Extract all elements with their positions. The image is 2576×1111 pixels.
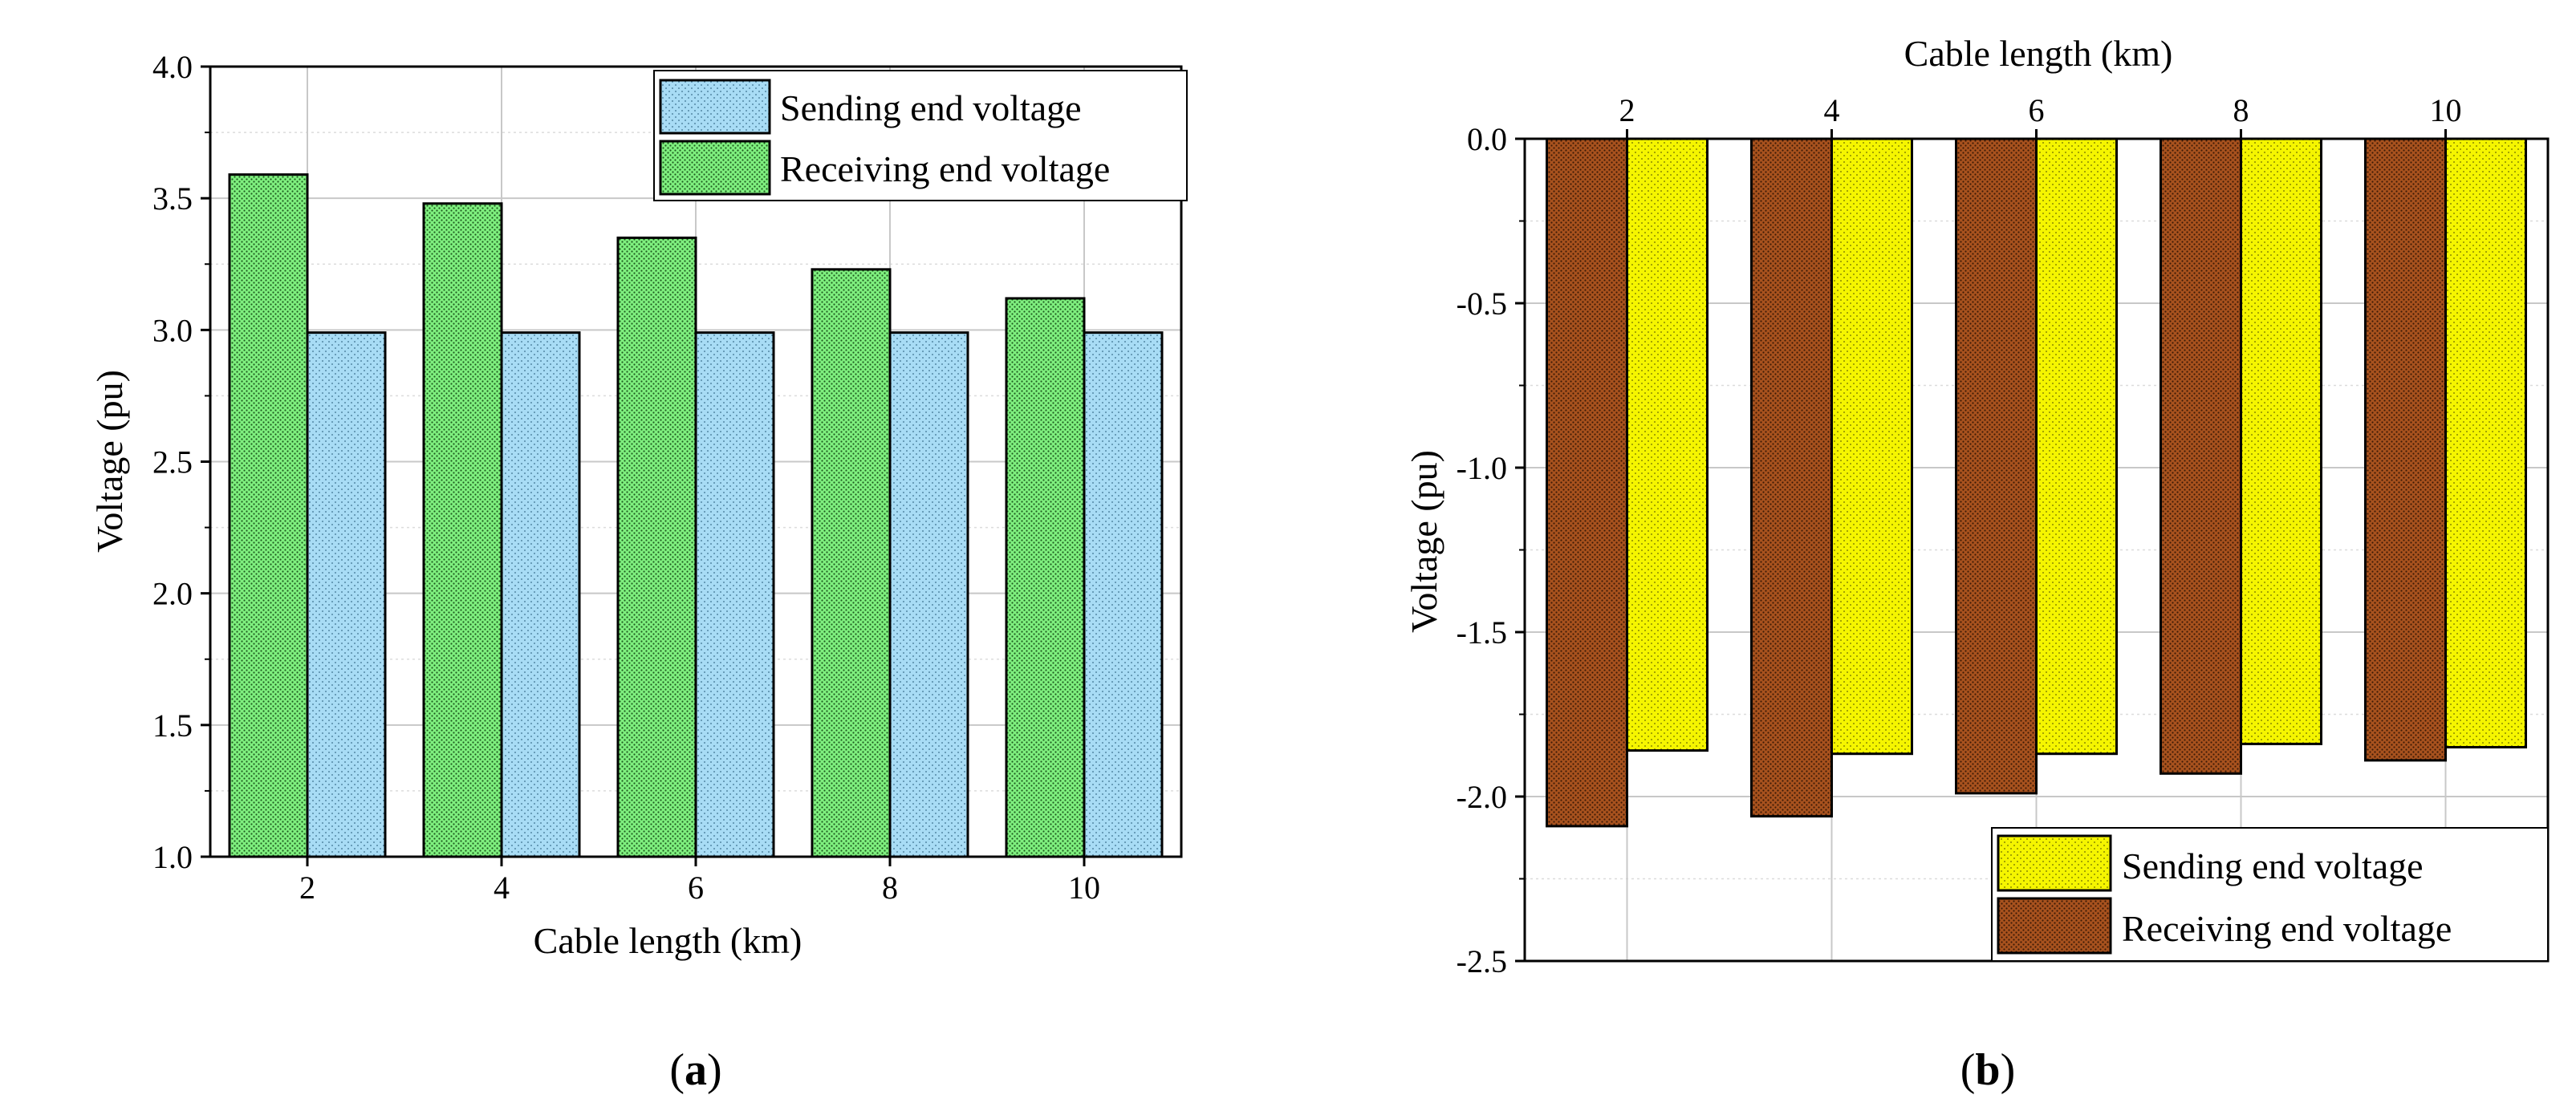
x-tick-label: 6: [688, 870, 704, 906]
bar-receiving-8: [811, 268, 892, 858]
legend-swatch-receiving: [1997, 897, 2112, 955]
x-tick-label: 8: [882, 870, 898, 906]
caption-a-letter: a: [685, 1045, 707, 1095]
y-tick-label: 3.0: [152, 312, 193, 348]
y-tick-label: -1.0: [1457, 450, 1507, 486]
legend-label-receiving: Receiving end voltage: [2122, 908, 2452, 949]
y-tick-label: -0.5: [1457, 286, 1507, 322]
bar-marks: [1546, 137, 2527, 828]
caption-a: (a): [669, 1045, 721, 1095]
legend-swatch-sending: [659, 79, 771, 135]
y-axis-label: Voltage (pu): [1404, 450, 1444, 633]
legend: Sending end voltage Receiving end voltag…: [653, 70, 1188, 201]
bar-sending-8: [888, 331, 969, 858]
x-axis-label: Cable length (km): [534, 920, 802, 961]
y-tick-label: 2.5: [152, 444, 193, 480]
y-tick-label: -2.5: [1457, 943, 1507, 979]
y-tick-label: -2.0: [1457, 779, 1507, 815]
svg-text:(a): (a): [669, 1045, 721, 1095]
bar-sending-6: [2035, 137, 2118, 756]
bar-marks: [228, 173, 1164, 858]
x-axis-label: Cable length (km): [1904, 33, 2173, 74]
y-tick-label: 4.0: [152, 49, 193, 85]
legend-swatch-receiving: [659, 140, 771, 196]
bar-receiving-4: [1750, 137, 1833, 818]
x-tick-label: 8: [2233, 92, 2249, 128]
bar-receiving-4: [422, 202, 503, 858]
bar-sending-4: [1830, 137, 1913, 756]
caption-b: (b): [1960, 1045, 2015, 1095]
x-tick-label: 10: [1068, 870, 1100, 906]
legend: Sending end voltage Receiving end voltag…: [1991, 827, 2549, 962]
x-tick-label: 4: [494, 870, 510, 906]
bar-sending-8: [2240, 137, 2322, 745]
y-tick-label: 1.5: [152, 708, 193, 744]
bar-sending-2: [1626, 137, 1709, 752]
x-tick-label: 2: [299, 870, 315, 906]
x-tick-label: 4: [1824, 92, 1840, 128]
bar-receiving-8: [2160, 137, 2242, 775]
chart-panel-a: 2 4 6 8 10 1.0 1.5 2.0 2.5 3.0 3.5 4.0 Cable length…: [89, 49, 1188, 961]
legend-label-sending: Sending end voltage: [2122, 845, 2424, 886]
chart-panel-b: 2 4 6 8 10 0.0 -0.5 -1.0 -1.5 -2.0 -2.5 Cable leng…: [1404, 33, 2550, 979]
tick-labels: 2 4 6 8 10 1.0 1.5 2.0 2.5 3.0 3.5 4.0: [152, 49, 1100, 906]
bar-receiving-10: [2364, 137, 2447, 762]
y-tick-label: 1.0: [152, 839, 193, 875]
y-axis-label: Voltage (pu): [89, 370, 130, 553]
x-tick-label: 10: [2430, 92, 2462, 128]
bar-sending-10: [2444, 137, 2527, 748]
legend-label-receiving: Receiving end voltage: [780, 148, 1110, 189]
bar-sending-6: [694, 331, 775, 858]
y-tick-label: 0.0: [1467, 121, 1507, 157]
legend-swatch-sending: [1997, 834, 2112, 892]
bar-sending-10: [1083, 331, 1164, 858]
bar-receiving-10: [1005, 297, 1086, 858]
bar-receiving-2: [1546, 137, 1628, 828]
bar-sending-4: [500, 331, 581, 858]
x-tick-label: 2: [1619, 92, 1635, 128]
bar-receiving-6: [1955, 137, 2038, 795]
x-tick-label: 6: [2029, 92, 2045, 128]
bar-receiving-2: [228, 173, 309, 858]
y-tick-label: 2.0: [152, 576, 193, 612]
y-tick-label: -1.5: [1457, 614, 1507, 651]
caption-b-letter: b: [1975, 1045, 2000, 1095]
y-tick-label: 3.5: [152, 180, 193, 217]
legend-label-sending: Sending end voltage: [780, 87, 1082, 128]
bar-sending-2: [306, 331, 387, 858]
bar-receiving-6: [616, 236, 697, 858]
tick-labels: 2 4 6 8 10 0.0 -0.5 -1.0 -1.5 -2.0 -2.5: [1457, 92, 2462, 979]
svg-text:(b): (b): [1960, 1045, 2015, 1095]
